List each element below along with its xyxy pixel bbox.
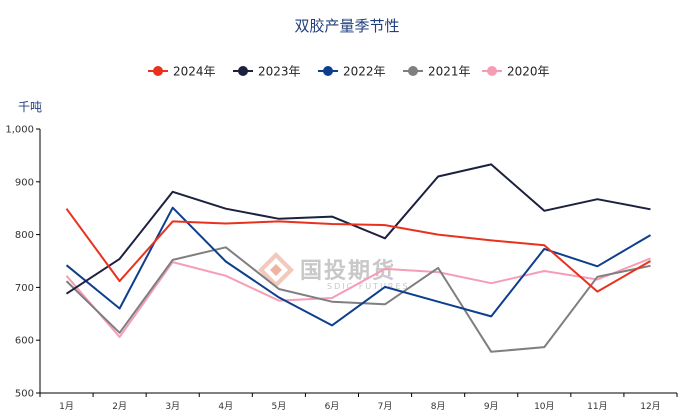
legend-label: 2020年 <box>507 65 550 79</box>
legend-item[interactable]: 2024年 <box>148 65 216 79</box>
axes: 500 600 700 800 900 1,000 1月 2月 3月 4月 5月 6月 7月 8月 9月 10… <box>5 125 678 412</box>
legend-item[interactable]: 2020年 <box>482 65 550 79</box>
series-group <box>65 163 652 353</box>
y-tick-label: 500 <box>15 389 34 400</box>
legend-dot-marker <box>323 66 333 76</box>
legend-label: 2024年 <box>173 65 216 79</box>
x-tick-label: 8月 <box>431 401 446 412</box>
x-tick-label: 11月 <box>587 401 607 412</box>
y-tick-label: 1,000 <box>5 125 34 136</box>
legend-item[interactable]: 2023年 <box>233 65 301 79</box>
x-tick-label: 10月 <box>534 401 554 412</box>
y-tick-label: 600 <box>15 336 34 347</box>
legend-dot-marker <box>153 66 163 76</box>
series-line <box>65 163 651 295</box>
watermark: 国投期货 SDIC FUTURES <box>258 252 410 291</box>
x-tick-label: 9月 <box>484 401 499 412</box>
legend-item[interactable]: 2022年 <box>318 65 386 79</box>
legend-dot-marker <box>487 66 497 76</box>
x-tick-label: 12月 <box>640 401 660 412</box>
legend-label: 2023年 <box>258 65 301 79</box>
legend-label: 2022年 <box>343 65 386 79</box>
legend-item[interactable]: 2021年 <box>403 65 471 79</box>
x-tick-label: 4月 <box>218 401 233 412</box>
series-line <box>65 208 651 293</box>
watermark-subtext: SDIC FUTURES <box>327 282 410 291</box>
x-tick-label: 1月 <box>59 401 74 412</box>
legend-dot-marker <box>238 66 248 76</box>
x-tick-label: 5月 <box>272 401 287 412</box>
x-tick-label: 7月 <box>378 401 393 412</box>
y-tick-label: 800 <box>15 230 34 241</box>
x-tick-label: 2月 <box>112 401 127 412</box>
x-tick-label: 6月 <box>325 401 340 412</box>
legend-label: 2021年 <box>428 65 471 79</box>
series-line <box>65 246 651 353</box>
x-tick-label: 3月 <box>165 401 180 412</box>
legend-dot-marker <box>408 66 418 76</box>
watermark-text: 国投期货 <box>300 258 396 284</box>
chart-title: 双胶产量季节性 <box>294 17 399 35</box>
y-tick-label: 700 <box>15 283 34 294</box>
y-tick-label: 900 <box>15 177 34 188</box>
series-line <box>65 257 651 338</box>
legend: 2024年 2023年 2022年 2021年 2020年 <box>148 65 550 79</box>
y-axis-unit: 千吨 <box>18 100 42 114</box>
watermark-logo-icon <box>258 252 294 288</box>
